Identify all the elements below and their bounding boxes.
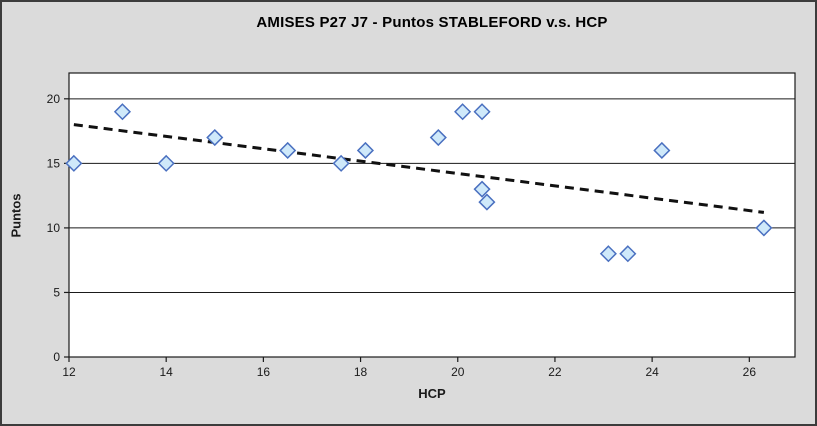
y-tick-label: 10	[47, 221, 61, 235]
x-tick-label: 20	[451, 365, 465, 379]
y-tick-label: 5	[53, 285, 60, 299]
trendline	[73, 123, 765, 214]
plot-area	[68, 72, 796, 358]
data-point-marker	[157, 154, 175, 172]
data-point-marker	[206, 128, 224, 147]
y-tick-label: 15	[47, 156, 61, 170]
data-point-marker	[113, 103, 132, 121]
data-point-marker	[473, 103, 491, 121]
x-tick-label: 16	[257, 365, 271, 379]
data-point-marker	[279, 141, 297, 160]
y-tick-label: 20	[47, 92, 61, 106]
data-point-marker	[454, 103, 472, 121]
x-tick-label: 22	[548, 365, 562, 379]
y-tick-label: 0	[53, 350, 60, 364]
data-point-marker	[599, 245, 617, 263]
chart-title: AMISES P27 J7 - Puntos STABLEFORD v.s. H…	[256, 14, 608, 31]
x-tick-label: 18	[354, 365, 368, 379]
x-tick-label: 26	[743, 365, 757, 379]
data-point-marker	[755, 219, 773, 237]
x-tick-label: 12	[62, 365, 76, 379]
x-tick-label: 24	[645, 365, 659, 379]
data-point-marker	[473, 180, 491, 198]
x-tick-label: 14	[160, 365, 174, 379]
data-point-marker	[356, 141, 374, 160]
y-axis-title: Puntos	[8, 193, 24, 238]
data-point-marker	[478, 193, 496, 211]
data-point-marker	[429, 128, 447, 147]
data-point-marker	[65, 154, 83, 172]
data-point-marker	[619, 245, 637, 263]
x-axis-title: HCP	[418, 386, 446, 401]
data-point-marker	[653, 141, 671, 160]
data-point-marker	[332, 154, 350, 172]
